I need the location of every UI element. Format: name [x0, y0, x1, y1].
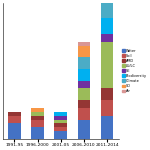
Bar: [78, 81, 90, 88]
Bar: [101, 116, 113, 139]
Bar: [101, 34, 113, 42]
Bar: [78, 57, 90, 69]
Bar: [54, 116, 67, 120]
Bar: [31, 112, 44, 116]
Bar: [78, 100, 90, 108]
Bar: [78, 46, 90, 57]
Bar: [54, 112, 67, 116]
Bar: [8, 112, 21, 116]
Bar: [31, 108, 44, 112]
Bar: [101, 18, 113, 34]
Bar: [101, 42, 113, 88]
Bar: [101, 3, 113, 18]
Bar: [78, 108, 90, 120]
Bar: [54, 123, 67, 127]
Bar: [101, 0, 113, 3]
Bar: [54, 120, 67, 123]
Bar: [54, 131, 67, 139]
Bar: [54, 127, 67, 131]
Bar: [78, 69, 90, 81]
Bar: [31, 120, 44, 127]
Bar: [8, 123, 21, 139]
Bar: [78, 42, 90, 46]
Bar: [8, 116, 21, 123]
Bar: [31, 116, 44, 120]
Bar: [78, 120, 90, 139]
Legend: Water, Soil, AMD, LU/LC, SE, Biodiversity, Climate, SD, Air: Water, Soil, AMD, LU/LC, SE, Biodiversit…: [122, 49, 147, 93]
Bar: [31, 127, 44, 139]
Bar: [78, 88, 90, 100]
Bar: [101, 100, 113, 116]
Bar: [101, 88, 113, 100]
